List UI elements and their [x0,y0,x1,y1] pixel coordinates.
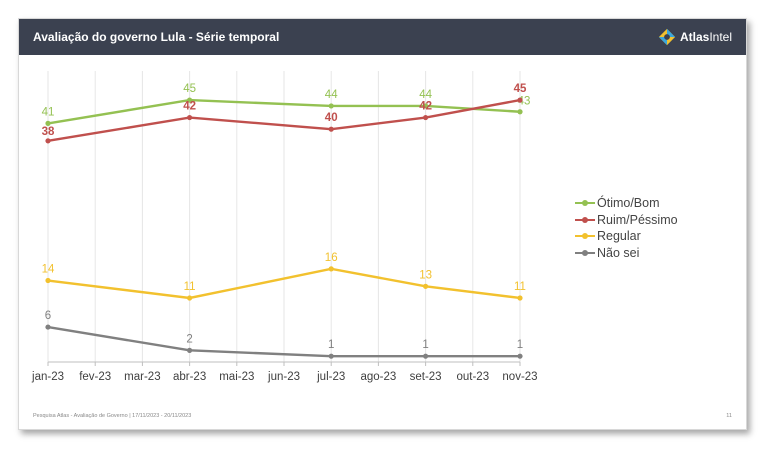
legend-item-1: Ruim/Péssimo [575,212,678,229]
x-tick-label-set-23: set-23 [410,371,442,383]
point-n-o-sei-set-23 [423,353,429,359]
point-n-o-sei-jul-23 [328,353,334,359]
point-n-o-sei-jan-23 [45,324,51,330]
point-ruim-p-ssimo-set-23 [423,114,429,121]
point-ruim-p-ssimo-abr-23 [187,114,193,121]
legend-item-0: Ótimo/Bom [575,195,678,212]
x-tick-label-jun-23: jun-23 [267,371,300,383]
x-tick-label-fev-23: fev-23 [79,371,111,383]
point-regular-set-23 [423,283,429,289]
data-label-n-o-sei-jan-23: 6 [45,310,51,322]
data-label-ruim-p-ssimo-jan-23: 38 [42,126,55,138]
data-label-regular-nov-23: 11 [514,281,526,293]
data-label--timo-bom-set-23: 44 [419,89,432,101]
x-tick-label-out-23: out-23 [456,371,489,383]
legend-item-3: Não sei [575,245,678,262]
data-label--timo-bom-jan-23: 41 [42,106,55,118]
point--timo-bom-jul-23 [328,103,334,109]
legend-swatch-icon [575,215,595,225]
point--timo-bom-set-23 [423,103,429,109]
data-label-regular-set-23: 13 [419,269,432,281]
point-regular-jul-23 [328,266,334,272]
point--timo-bom-jan-23 [45,120,51,126]
point-n-o-sei-abr-23 [187,347,193,353]
x-tick-label-mai-23: mai-23 [219,371,254,383]
point-ruim-p-ssimo-jul-23 [328,126,334,132]
x-tick-label-jan-23: jan-23 [31,371,64,383]
x-tick-label-jul-23: jul-23 [316,371,345,383]
data-label-ruim-p-ssimo-nov-23: 45 [514,83,527,95]
page-number: 11 [726,413,732,419]
brand-name-light: Intel [709,30,732,44]
brand-logo: AtlasIntel [658,27,732,47]
point-regular-abr-23 [187,295,193,301]
header-bar: Avaliação do governo Lula - Série tempor… [19,19,746,55]
point-ruim-p-ssimo-jan-23 [45,138,51,144]
legend-label: Ruim/Péssimo [597,212,678,227]
x-tick-label-ago-23: ago-23 [360,371,396,383]
brand-name-bold: Atlas [679,30,710,44]
point--timo-bom-abr-23 [187,97,193,103]
legend-label: Ótimo/Bom [597,196,660,211]
footer-source: Pesquisa Atlas - Avaliação de Governo | … [33,413,192,419]
data-label-ruim-p-ssimo-abr-23: 42 [183,101,196,113]
legend-item-2: Regular [575,228,678,245]
point-ruim-p-ssimo-nov-23 [517,97,523,103]
x-tick-label-nov-23: nov-23 [502,371,537,383]
chart-legend: Ótimo/Bom Ruim/Péssimo Regular Não sei [575,195,678,261]
point-regular-nov-23 [517,295,523,301]
atlasintel-logo-icon [658,28,676,46]
point--timo-bom-nov-23 [517,109,523,115]
legend-label: Regular [597,229,641,244]
legend-label: Não sei [597,245,640,260]
slide-title: Avaliação do governo Lula - Série tempor… [33,30,280,44]
line-chart: jan-23 fev-23 mar-23 abr-23 mai-23 jun-23 jul-… [31,71,538,383]
x-tick-label-abr-23: abr-23 [173,371,206,383]
data-label-ruim-p-ssimo-set-23: 42 [419,101,432,113]
data-label--timo-bom-abr-23: 45 [183,83,196,95]
data-label-n-o-sei-set-23: 1 [422,339,428,351]
data-label-n-o-sei-jul-23: 1 [328,339,334,351]
data-label-regular-abr-23: 11 [184,281,196,293]
x-tick-label-mar-23: mar-23 [124,371,160,383]
data-label--timo-bom-jul-23: 44 [325,89,338,101]
data-label-n-o-sei-abr-23: 2 [186,333,192,345]
legend-swatch-icon [575,231,595,241]
point-regular-jan-23 [45,277,51,284]
data-label-regular-jan-23: 14 [42,264,55,276]
data-label-n-o-sei-nov-23: 1 [517,339,523,351]
legend-swatch-icon [575,248,595,258]
data-label-ruim-p-ssimo-jul-23: 40 [325,112,338,124]
legend-swatch-icon [575,198,595,208]
slide: Avaliação do governo Lula - Série tempor… [18,18,747,430]
data-label-regular-jul-23: 16 [325,252,338,264]
point-n-o-sei-nov-23 [517,353,523,359]
